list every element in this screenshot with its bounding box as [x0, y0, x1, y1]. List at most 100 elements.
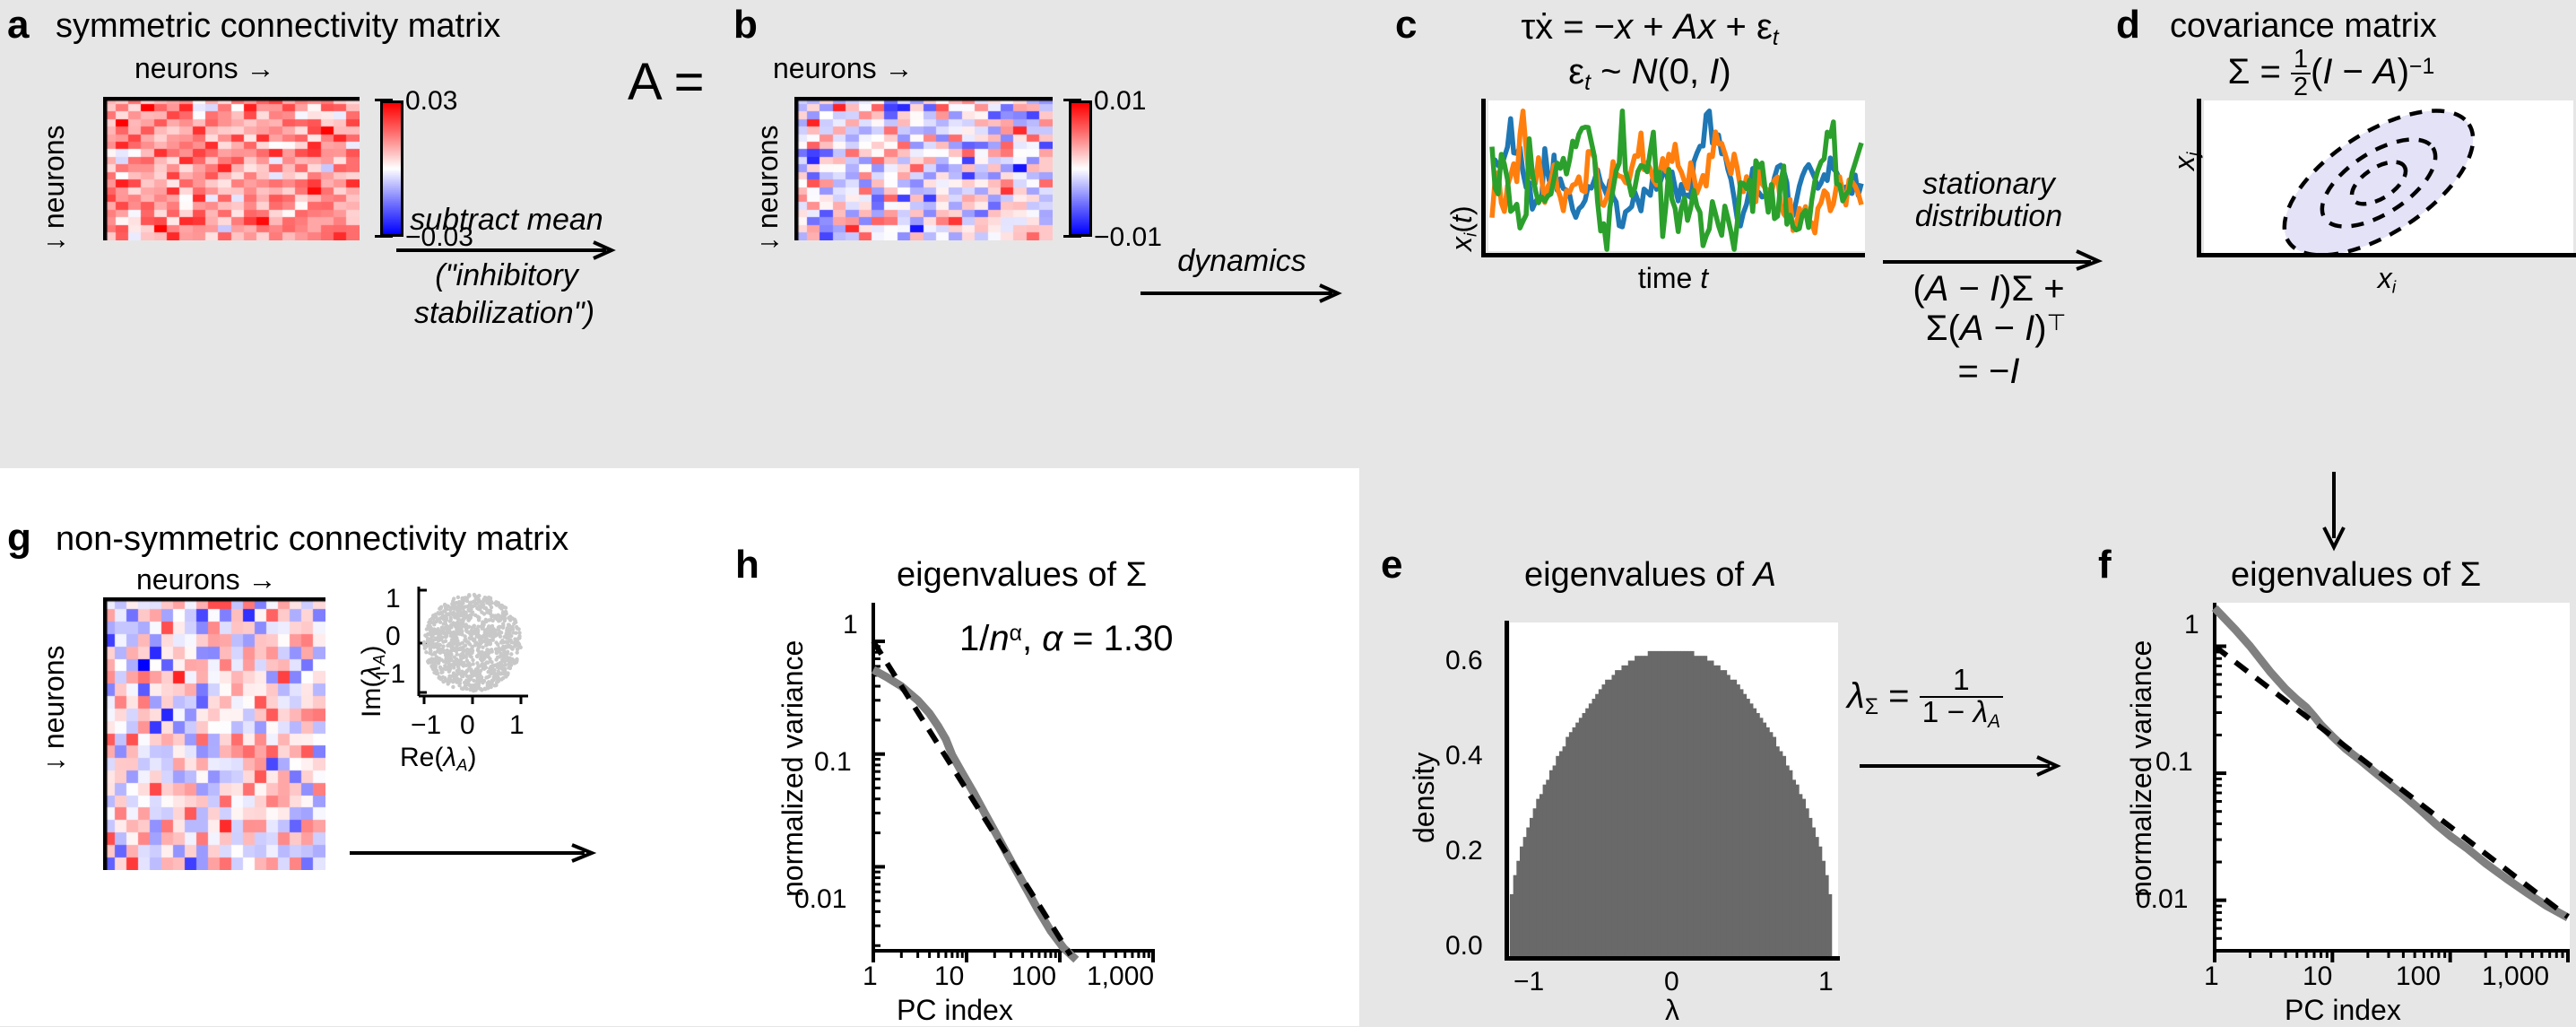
panel-f-ytick-1: 1	[2184, 610, 2199, 640]
panel-a-title: symmetric connectivity matrix	[56, 7, 501, 45]
stationary-arrow-label-line1: stationary	[1922, 167, 2055, 201]
panel-g-yaxis-label: ↓ neurons	[38, 645, 70, 771]
panel-a-matrix	[103, 97, 360, 240]
panel-d-yaxis-spine	[2197, 99, 2201, 257]
panel-f-xtick-100: 100	[2396, 962, 2442, 991]
stationary-equation-line2: Σ(A − I)⊤ Σ(A − I)⊤	[1925, 309, 2067, 348]
panel-d-covariance-plot	[2204, 100, 2573, 257]
panel-h-plot	[870, 603, 1157, 978]
panel-e-ytick-0p4: 0.4	[1445, 741, 1483, 770]
panel-f-ytick-0p1: 0.1	[2155, 747, 2193, 777]
panel-f-xtick-1: 1	[2204, 962, 2219, 991]
lambda-map-arrow	[1858, 755, 2064, 777]
stationary-equation-line3: = −I = −I	[1957, 352, 2020, 391]
panel-e-histogram	[1510, 622, 1838, 956]
stationary-equation-line1: (A − I)Σ + (A − I)Σ +	[1912, 269, 2065, 309]
panel-a-colorbar-min: −0.03	[405, 222, 473, 252]
panel-g-inset-scatter	[416, 585, 529, 704]
panel-e-xtick-1: 1	[1818, 967, 1834, 997]
panel-d-equation: Σ = 12(I − A)−1 Σ = ½(I − A)⁻¹	[2227, 45, 2435, 102]
panel-e-xtick-0: 0	[1664, 967, 1679, 997]
panel-h-xtick-1000: 1,000	[1087, 962, 1155, 991]
stationary-arrow-label-line2: distribution	[1914, 199, 2063, 233]
panel-a-xaxis-label: neurons →	[134, 52, 275, 84]
panel-c-timeseries-plot	[1488, 100, 1865, 252]
panel-f-xtick-1000: 1,000	[2482, 962, 2550, 991]
g-to-h-arrow	[348, 843, 599, 863]
panel-g-inset-ytick-1: 1	[386, 584, 401, 614]
panel-h-xtick-10: 10	[934, 962, 965, 991]
lambda-map-equation: λΣ = 11 − λA λΣ = 1/(1 − λA)	[1847, 665, 2004, 731]
panel-d-title: covariance matrix	[2170, 7, 2437, 45]
panel-g-inset-xtick-minus1: −1	[411, 710, 442, 740]
panel-b-colorbar-top-cap	[1063, 99, 1081, 101]
subtract-mean-arrow-label-line3: stabilization")	[413, 296, 595, 330]
panel-b-yaxis-label: ↓ neurons	[751, 125, 784, 251]
panel-h-ytick-0p1: 0.1	[814, 747, 852, 777]
dynamics-arrow-label: dynamics	[1177, 244, 1306, 278]
dynamics-arrow	[1139, 283, 1345, 303]
panel-g-inset-xtick-1: 1	[509, 710, 525, 740]
panel-b-colorbar-min: −0.01	[1094, 222, 1162, 252]
panel-f-plot	[2211, 603, 2571, 978]
panel-g-inset-xtick-0: 0	[460, 710, 475, 740]
panel-c-equation-line1: τẋ = −x + Ax + εt τẋ = −x + Ax + εt	[1521, 7, 1779, 50]
panel-b-colorbar	[1069, 100, 1092, 237]
panel-d-xaxis-spine	[2197, 253, 2576, 257]
panel-f-xaxis-label: PC index	[2285, 994, 2401, 1026]
panel-h-ytick-1: 1	[843, 610, 858, 640]
subtract-mean-arrow-label-line2: ("inhibitory	[435, 258, 578, 292]
panel-a-colorbar-bottom-cap	[375, 235, 393, 238]
panel-b-letter: b	[733, 3, 758, 47]
panel-d-xaxis-label: xi xi	[2377, 262, 2397, 298]
panel-e-xaxis-label: λ	[1665, 994, 1679, 1026]
panel-e-xtick-minus1: −1	[1514, 967, 1545, 997]
panel-c-equation-line2: εt ~ N(0, I) εt ~ N(0, I)	[1568, 52, 1731, 95]
panel-f-letter: f	[2098, 543, 2112, 587]
subtract-mean-arrow	[395, 240, 619, 260]
subtract-mean-arrow-label-line1: subtract mean	[410, 203, 603, 237]
panel-e-ytick-0p0: 0.0	[1445, 931, 1483, 961]
panel-h-ytick-0p01: 0.01	[794, 884, 847, 914]
panel-f-xtick-10: 10	[2303, 962, 2333, 991]
panel-a-letter: a	[7, 3, 30, 47]
panel-g-xaxis-label: neurons →	[136, 563, 277, 596]
panel-g-letter: g	[7, 516, 31, 560]
panel-c-xaxis-spine	[1481, 253, 1865, 257]
panel-a-colorbar	[380, 100, 403, 237]
panel-f-yaxis-label: normalized variance	[2125, 640, 2157, 897]
panel-h-xtick-1: 1	[863, 962, 878, 991]
panel-b-colorbar-bottom-cap	[1063, 235, 1081, 238]
panel-b-colorbar-max: 0.01	[1094, 86, 1147, 116]
panel-f-ytick-0p01: 0.01	[2136, 884, 2189, 914]
panel-e-yaxis-label: density	[1408, 752, 1440, 843]
panel-c-yaxis-label: xi(t) xi(t)	[1445, 205, 1481, 251]
panel-h-yaxis-label: normalized variance	[776, 640, 809, 897]
panel-c-yaxis-spine	[1481, 99, 1486, 257]
panel-b-xaxis-label: neurons →	[773, 52, 914, 84]
panel-b-prefix-equation: A =	[628, 53, 705, 111]
panel-e-ytick-0p2: 0.2	[1445, 836, 1483, 866]
panel-h-xtick-100: 100	[1011, 962, 1057, 991]
panel-g-title: non-symmetric connectivity matrix	[56, 520, 569, 558]
panel-a-yaxis-label: ↓ neurons	[38, 125, 70, 251]
panel-e-ytick-0p6: 0.6	[1445, 646, 1483, 675]
panel-c-xaxis-label: time t time t	[1637, 262, 1709, 294]
down-arrow-d-to-f	[2319, 472, 2349, 552]
panel-a-colorbar-top-cap	[375, 99, 393, 101]
panel-g-inset-xaxis-label: Re(λA) Re(λA)	[400, 743, 477, 775]
stationary-arrow	[1881, 249, 2103, 271]
panel-f-title: eigenvalues of Σ	[2231, 556, 2482, 594]
panel-h-letter: h	[735, 543, 759, 587]
panel-e-yaxis-spine	[1505, 621, 1509, 960]
panel-g-inset-ytick-minus1: −1	[375, 659, 406, 689]
panel-h-xaxis-label: PC index	[897, 994, 1013, 1026]
panel-g-inset-ytick-0: 0	[386, 622, 401, 651]
panel-c-letter: c	[1395, 3, 1418, 47]
panel-d-letter: d	[2116, 3, 2140, 47]
panel-a-colorbar-max: 0.03	[405, 86, 458, 116]
panel-h-annotation: 1/nα, α = 1.30 1/nα, α = 1.30	[959, 619, 1174, 658]
panel-e-title: eigenvalues of A eigenvalues of A	[1524, 556, 1776, 594]
panel-e-letter: e	[1381, 543, 1403, 587]
panel-h-title: eigenvalues of Σ	[897, 556, 1148, 594]
